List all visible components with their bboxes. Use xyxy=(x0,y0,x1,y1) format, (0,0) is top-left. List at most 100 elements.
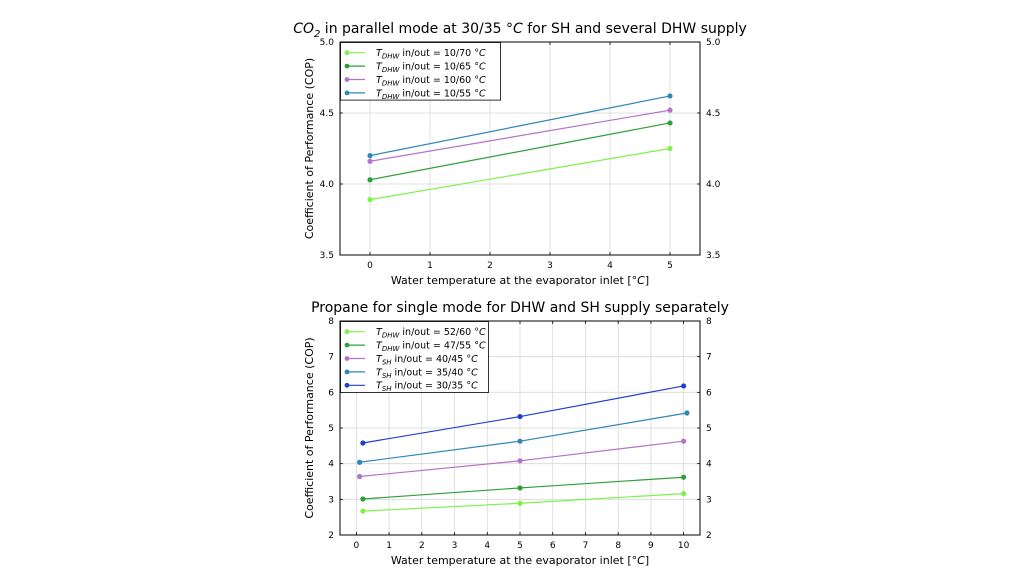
legend-swatch-marker xyxy=(344,77,350,82)
legend-subscript: DHW xyxy=(382,93,401,101)
x-label-part: ] xyxy=(645,554,649,567)
x-label-unit: °C xyxy=(632,274,646,287)
series-line xyxy=(362,476,684,500)
y-tick-label-left: 5.0 xyxy=(320,38,335,48)
legend-subscript: SH xyxy=(382,385,392,393)
x-tick-label: 0 xyxy=(353,541,359,551)
legend-symbol: T xyxy=(376,367,383,378)
legend-entry-label: TDHW in/out = 10/55 °C xyxy=(376,88,486,101)
series-line xyxy=(362,385,684,444)
legend-subscript: DHW xyxy=(382,345,401,353)
y-tick-label-left: 4 xyxy=(328,460,334,470)
x-tick-label: 1 xyxy=(427,261,433,271)
data-point xyxy=(517,413,523,420)
y-tick-label-right: 6 xyxy=(706,388,712,398)
y-tick-label-left: 4.5 xyxy=(320,109,334,119)
data-point xyxy=(517,458,523,464)
legend-unit: °C xyxy=(474,88,486,99)
y-tick-label-left: 7 xyxy=(328,353,334,363)
y-tick-label-right: 2 xyxy=(706,531,712,541)
y-tick-label-right: 3.5 xyxy=(706,251,720,261)
x-tick-label: 2 xyxy=(487,261,493,271)
y-tick-label-left: 8 xyxy=(328,317,334,327)
plot-frame xyxy=(339,41,701,256)
legend-swatch-marker xyxy=(344,50,350,56)
legend-entry-label: TDHW in/out = 10/65 °C xyxy=(376,62,486,75)
x-label-unit: °C xyxy=(632,554,646,567)
x-axis-label: Water temperature at the evaporator inle… xyxy=(391,554,649,567)
y-tick-label-right: 3 xyxy=(706,495,712,505)
legend-text-part: in/out = 47/55 xyxy=(399,341,474,352)
y-tick-label-right: 5.0 xyxy=(706,38,721,48)
title-part: Propane for single mode for DHW and SH s… xyxy=(311,300,729,316)
legend-swatch-marker xyxy=(344,369,350,375)
legend-entry-label: TDHW in/out = 52/60 °C xyxy=(376,327,486,340)
data-point xyxy=(517,485,523,491)
legend-text-part: in/out = 10/60 xyxy=(399,75,474,86)
data-point xyxy=(360,508,366,514)
data-point xyxy=(517,438,523,444)
data-point xyxy=(360,440,366,446)
legend-swatch-marker xyxy=(344,329,350,335)
series-line xyxy=(359,412,688,463)
legend-symbol: T xyxy=(376,88,383,99)
y-tick-label-left: 6 xyxy=(328,388,334,398)
data-point xyxy=(367,197,373,203)
legend-subscript: DHW xyxy=(382,79,401,87)
y-tick-label-right: 4.5 xyxy=(706,109,720,119)
x-tick-label: 8 xyxy=(615,541,621,551)
x-tick-label: 3 xyxy=(547,261,553,271)
legend-entry-label: TSH in/out = 30/35 °C xyxy=(376,381,478,394)
x-label-part: ] xyxy=(645,274,649,287)
data-point xyxy=(667,107,673,113)
data-point xyxy=(360,496,366,502)
x-tick-label: 1 xyxy=(386,541,392,551)
legend-unit: °C xyxy=(466,367,478,378)
legend-swatch-marker xyxy=(344,342,350,348)
legend-symbol: T xyxy=(376,327,383,338)
data-point xyxy=(684,410,690,416)
chart-title: CO2 in parallel mode at 30/35 °C for SH … xyxy=(293,21,747,40)
data-point xyxy=(357,459,363,465)
data-point xyxy=(681,474,687,480)
legend-subscript: DHW xyxy=(382,66,401,74)
legend-subscript: SH xyxy=(382,358,392,366)
y-tick-label-right: 8 xyxy=(706,317,712,327)
legend-symbol: T xyxy=(376,48,383,59)
data-point xyxy=(357,473,363,480)
x-tick-label: 10 xyxy=(678,541,690,551)
legend-text-part: in/out = 35/40 xyxy=(392,367,467,378)
legend-swatch-marker xyxy=(344,63,350,69)
legend-subscript: DHW xyxy=(382,53,401,61)
legend-text-part: in/out = 10/55 xyxy=(399,88,474,99)
legend-swatch-marker xyxy=(344,356,350,361)
data-point xyxy=(367,153,373,159)
data-point xyxy=(367,158,373,164)
y-tick-label-left: 2 xyxy=(328,531,334,541)
legend-box xyxy=(340,42,501,101)
x-tick-label: 5 xyxy=(517,541,523,551)
legend-box xyxy=(340,321,489,393)
legend-unit: °C xyxy=(474,48,486,59)
legend-text-part: in/out = 10/70 xyxy=(399,48,474,59)
y-tick-label-right: 4.0 xyxy=(706,180,721,190)
title-unit: °C xyxy=(506,21,523,37)
x-tick-label: 7 xyxy=(583,541,589,551)
legend-unit: °C xyxy=(474,327,486,338)
legend-text-part: in/out = 52/60 xyxy=(399,327,474,338)
x-label-part: Water temperature at the evaporator inle… xyxy=(391,554,632,567)
x-tick-label: 0 xyxy=(367,261,373,271)
x-tick-label: 3 xyxy=(452,541,458,551)
data-point xyxy=(681,491,687,497)
title-part: in parallel mode at 30/35 xyxy=(320,21,506,37)
legend-symbol: T xyxy=(376,381,383,392)
series-line xyxy=(369,122,671,181)
x-axis-label: Water temperature at the evaporator inle… xyxy=(391,274,649,287)
series-line xyxy=(369,109,671,162)
legend-unit: °C xyxy=(474,62,486,73)
x-tick-label: 6 xyxy=(550,541,556,551)
legend-unit: °C xyxy=(466,354,478,365)
y-axis-label: Coefficient of Performance (COP) xyxy=(303,337,316,518)
data-point xyxy=(681,383,687,389)
